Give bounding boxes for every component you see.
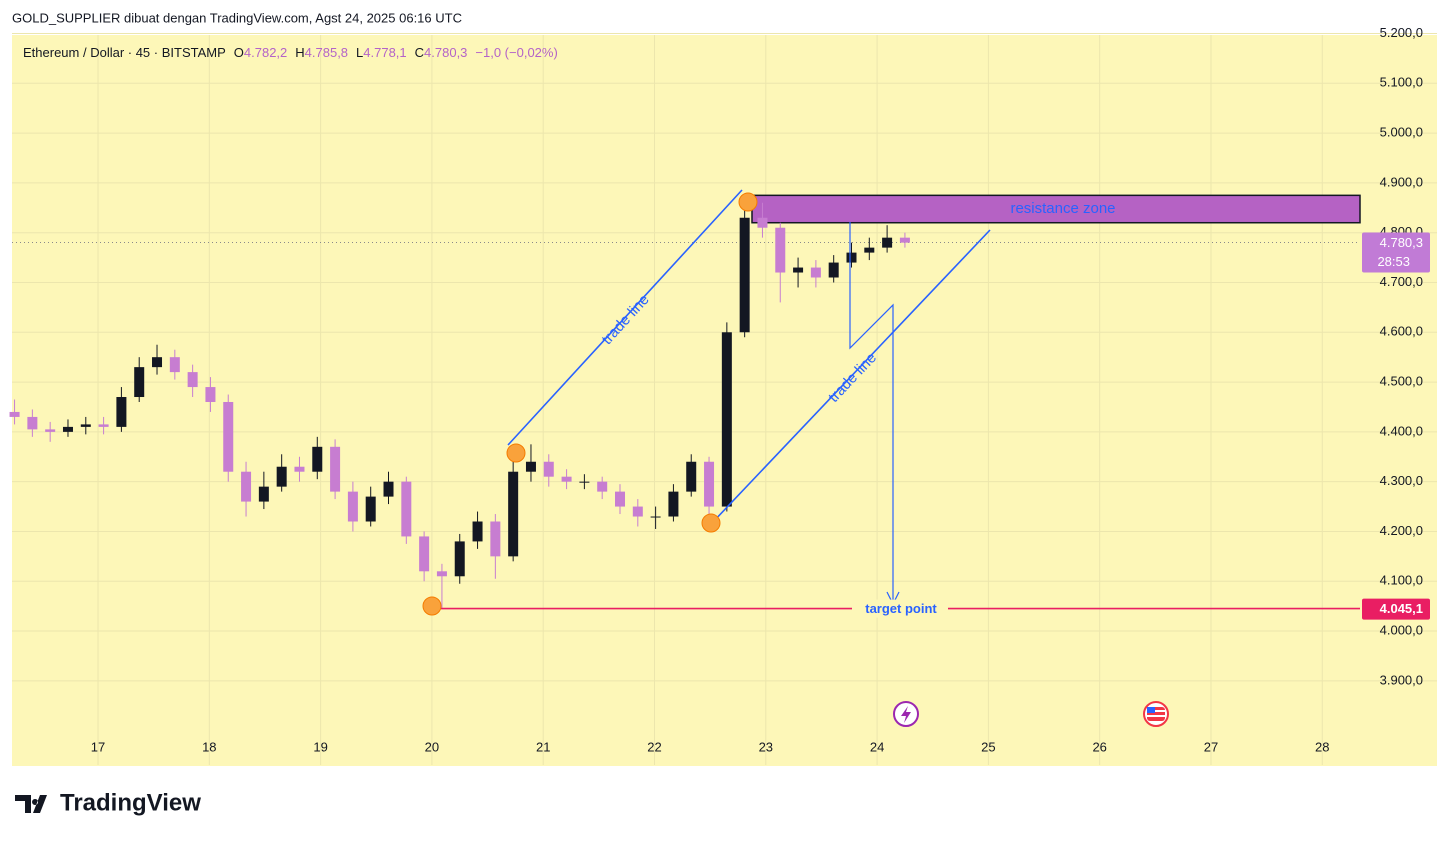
candle-body: [454, 541, 465, 577]
candle-body: [80, 424, 91, 427]
candle-body: [134, 367, 145, 398]
target-text: target point: [865, 601, 937, 616]
candle-body: [864, 247, 875, 253]
candle-body: [899, 237, 910, 243]
candle-body: [98, 424, 109, 427]
event-icons: [893, 701, 1169, 727]
candle-body: [383, 481, 394, 497]
candle-body: [597, 481, 608, 492]
candle-body: [27, 416, 38, 430]
candle-body: [116, 397, 127, 427]
y-tick-label: 4.200,0: [1380, 523, 1423, 538]
candle-body: [704, 461, 715, 507]
candle-body: [169, 357, 180, 373]
candle-body: [828, 262, 839, 278]
candle-body: [419, 536, 430, 572]
target-label-bg: [852, 599, 948, 618]
x-tick-label: 20: [425, 739, 439, 754]
candle-body: [330, 446, 341, 492]
candle-body: [543, 461, 554, 477]
candle-body: [650, 516, 661, 518]
candle-body: [632, 506, 643, 517]
candle-body: [241, 471, 252, 502]
x-tick-label: 17: [91, 739, 105, 754]
y-tick-label: 5.100,0: [1380, 75, 1423, 90]
x-tick-label: 18: [202, 739, 216, 754]
candle-body: [490, 521, 501, 557]
y-tick-label: 5.200,0: [1380, 25, 1423, 40]
y-tick-label: 4.300,0: [1380, 473, 1423, 488]
candle-body: [223, 401, 234, 472]
y-tick-label: 4.900,0: [1380, 174, 1423, 189]
resistance-label: resistance zone: [1010, 200, 1115, 217]
candle-body: [347, 491, 358, 522]
target-badge-label: 4.045,1: [1380, 601, 1423, 616]
candle-body: [775, 227, 786, 273]
candle-body: [579, 481, 590, 483]
candle-body: [258, 486, 269, 502]
candle-body: [615, 491, 626, 507]
x-tick-label: 21: [536, 739, 550, 754]
y-tick-label: 4.600,0: [1380, 324, 1423, 339]
y-tick-label: 4.100,0: [1380, 573, 1423, 588]
candle-body: [757, 217, 768, 228]
candle-body: [668, 491, 679, 517]
price-badge-label: 4.780,3: [1380, 235, 1423, 250]
candle-body: [436, 571, 447, 577]
x-tick-label: 26: [1092, 739, 1106, 754]
price-badge: [1362, 232, 1430, 273]
candle-body: [561, 476, 572, 482]
y-tick-label: 4.500,0: [1380, 374, 1423, 389]
candle-body: [508, 471, 519, 557]
legend: Ethereum / Dollar · 45 · BITSTAMP O4.782,…: [23, 45, 558, 60]
candle-body: [365, 496, 376, 522]
pivot-markers: [422, 192, 758, 616]
candle-body: [45, 429, 56, 432]
candle-body: [721, 332, 732, 507]
y-tick-label: 4.400,0: [1380, 423, 1423, 438]
x-tick-label: 25: [981, 739, 995, 754]
candle-body: [401, 481, 412, 537]
resistance-zone: [751, 194, 1361, 224]
x-tick-label: 28: [1315, 739, 1329, 754]
target-badge: [1362, 598, 1430, 620]
y-tick-label: 3.900,0: [1380, 672, 1423, 687]
candle-body: [205, 387, 216, 402]
footer-logo: TradingView: [15, 789, 201, 816]
candle-body: [9, 411, 20, 417]
candle-body: [739, 217, 750, 333]
x-tick-label: 19: [313, 739, 327, 754]
candle-body: [472, 521, 483, 542]
countdown-label: 28:53: [1377, 254, 1410, 269]
candle-body: [882, 237, 893, 248]
candle-body: [276, 466, 287, 487]
x-tick-label: 22: [647, 739, 661, 754]
candle-body: [62, 426, 73, 432]
y-tick-label: 4.700,0: [1380, 274, 1423, 289]
candle-body: [686, 461, 697, 492]
x-tick-label: 23: [759, 739, 773, 754]
candle-body: [294, 466, 305, 472]
x-tick-label: 27: [1204, 739, 1218, 754]
y-tick-label: 4.000,0: [1380, 622, 1423, 637]
header-title: GOLD_SUPPLIER dibuat dengan TradingView.…: [12, 10, 462, 25]
candle-body: [312, 446, 323, 472]
candle-body: [187, 372, 198, 388]
candle-body: [810, 267, 821, 278]
candle-body: [152, 357, 163, 368]
candle-body: [846, 252, 857, 263]
candle-body: [525, 461, 536, 472]
x-tick-label: 24: [870, 739, 884, 754]
y-tick-label: 5.000,0: [1380, 125, 1423, 140]
brand: TradingView: [60, 789, 201, 816]
candle-body: [793, 267, 804, 273]
